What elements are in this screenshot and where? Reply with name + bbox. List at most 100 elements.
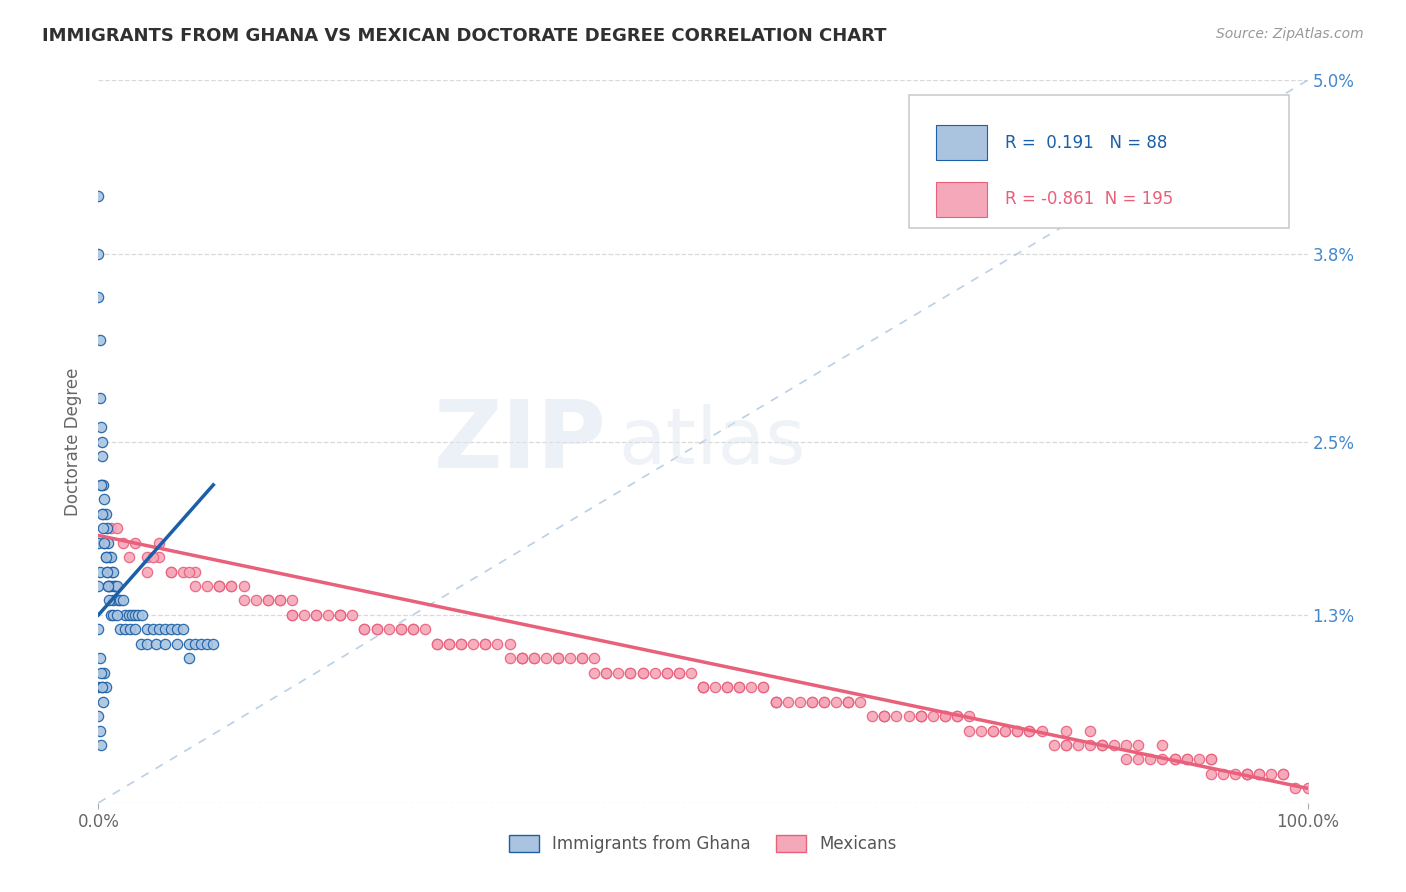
Point [87, 246, 110, 260]
Point [1115, 738, 1137, 752]
Point [232, 579, 254, 593]
Point [716, 680, 738, 694]
Point [118, 550, 141, 565]
Point [124, 535, 146, 549]
Point [595, 665, 617, 680]
Point [245, 593, 267, 607]
Point [897, 709, 920, 723]
Point [232, 593, 254, 607]
Point [208, 579, 231, 593]
Point [849, 695, 872, 709]
Point [153, 623, 176, 637]
Point [910, 709, 932, 723]
Point [108, 593, 131, 607]
Point [813, 695, 835, 709]
Point [981, 723, 1004, 738]
Point [96, 521, 118, 535]
Point [94, 550, 117, 565]
Point [91, 449, 114, 463]
Point [619, 665, 641, 680]
Point [96, 565, 118, 579]
Point [765, 695, 787, 709]
Point [89, 565, 111, 579]
Point [118, 623, 141, 637]
Point [789, 695, 811, 709]
Point [474, 637, 496, 651]
Point [910, 709, 932, 723]
Point [98, 593, 121, 607]
Point [583, 651, 606, 665]
Point [148, 550, 170, 565]
Point [90, 420, 112, 434]
Point [342, 607, 364, 622]
Point [1007, 723, 1029, 738]
Point [1296, 781, 1319, 796]
Point [668, 665, 690, 680]
Point [668, 665, 690, 680]
FancyBboxPatch shape [908, 95, 1289, 228]
Point [87, 290, 110, 304]
Point [1272, 767, 1295, 781]
Point [160, 623, 183, 637]
Point [860, 709, 883, 723]
Point [534, 651, 557, 665]
Point [100, 607, 122, 622]
Point [94, 507, 117, 521]
Point [970, 723, 993, 738]
Point [91, 680, 114, 694]
Point [142, 550, 165, 565]
Point [437, 637, 460, 651]
Point [89, 723, 111, 738]
Point [523, 651, 546, 665]
Point [160, 565, 183, 579]
Point [98, 550, 121, 565]
Point [195, 637, 218, 651]
Point [87, 189, 110, 203]
Point [107, 593, 129, 607]
Point [98, 579, 121, 593]
Point [837, 695, 859, 709]
Point [402, 623, 425, 637]
Point [1091, 738, 1114, 752]
Point [89, 651, 111, 665]
Point [179, 565, 201, 579]
Point [100, 579, 122, 593]
Text: atlas: atlas [619, 403, 806, 480]
Point [202, 637, 225, 651]
Point [1042, 738, 1064, 752]
Text: Source: ZipAtlas.com: Source: ZipAtlas.com [1216, 27, 1364, 41]
Point [153, 637, 176, 651]
Point [981, 723, 1004, 738]
Point [208, 579, 231, 593]
Point [607, 665, 630, 680]
Point [121, 607, 143, 622]
Point [873, 709, 896, 723]
Point [91, 478, 114, 492]
Point [127, 607, 149, 622]
Point [426, 637, 449, 651]
Point [142, 623, 165, 637]
Point [101, 593, 124, 607]
Point [366, 623, 388, 637]
Point [1007, 723, 1029, 738]
Point [256, 593, 278, 607]
Point [498, 651, 520, 665]
Point [105, 579, 128, 593]
Point [93, 535, 115, 549]
Point [837, 695, 859, 709]
Point [389, 623, 412, 637]
Point [765, 695, 787, 709]
Point [886, 709, 908, 723]
Point [148, 623, 170, 637]
Point [389, 623, 412, 637]
Point [377, 623, 399, 637]
Point [108, 623, 131, 637]
Point [179, 651, 201, 665]
Point [1128, 752, 1150, 766]
Point [463, 637, 485, 651]
Point [269, 593, 291, 607]
Point [679, 665, 702, 680]
Point [910, 709, 932, 723]
Point [353, 623, 375, 637]
Point [957, 723, 980, 738]
